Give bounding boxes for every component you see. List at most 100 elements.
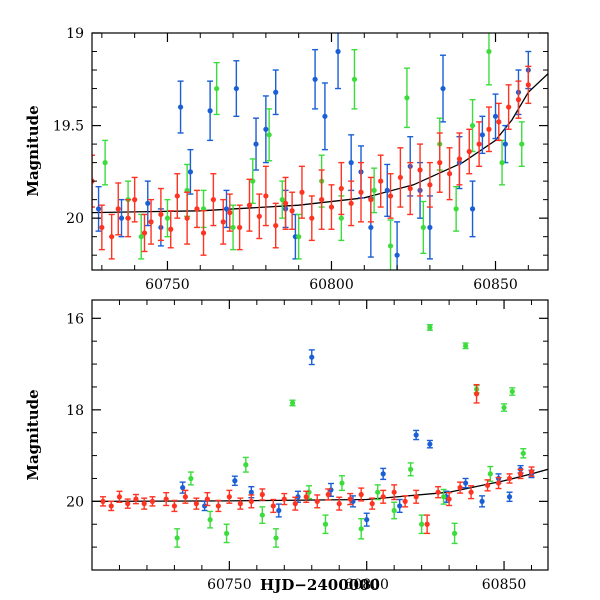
data-marker	[402, 498, 408, 504]
data-marker	[174, 193, 180, 199]
data-marker	[496, 119, 502, 125]
bottom-green-point	[242, 456, 249, 473]
top-y-axis-label: Magnitude	[24, 105, 42, 196]
bottom-green-point	[440, 488, 447, 505]
bottom-red-point	[369, 497, 376, 510]
bottom-red-point	[163, 491, 170, 507]
data-marker	[378, 178, 384, 184]
data-marker	[256, 213, 262, 219]
bottom-panel: 60750 60800 60850 16 18 20 Magnitude HJD−240…	[24, 299, 549, 594]
data-marker	[177, 104, 184, 110]
data-marker	[456, 156, 463, 162]
bottom-blue-point	[380, 467, 387, 481]
data-marker	[187, 169, 194, 175]
data-marker	[273, 89, 279, 95]
data-marker	[336, 501, 342, 507]
data-marker	[115, 206, 121, 212]
top-blue-point	[394, 221, 401, 270]
bottom-blue-point	[231, 475, 238, 487]
data-marker	[351, 76, 358, 82]
top-blue-point	[272, 69, 279, 116]
data-marker	[339, 480, 345, 486]
bottom-green-point	[207, 510, 214, 529]
data-marker	[193, 501, 199, 507]
data-marker	[528, 469, 535, 475]
data-marker	[427, 224, 433, 231]
top-red-point	[131, 176, 138, 223]
bottom-red-point	[528, 466, 535, 477]
data-marker	[525, 82, 531, 88]
bottom-blue-point	[413, 429, 420, 441]
data-marker	[492, 113, 499, 119]
data-marker	[182, 494, 188, 500]
data-marker	[108, 503, 114, 509]
bottom-green-point	[338, 475, 345, 492]
data-marker	[118, 215, 125, 221]
data-marker	[163, 496, 169, 502]
bottom-red-point	[473, 383, 480, 404]
data-marker	[273, 222, 279, 229]
data-marker	[495, 480, 502, 486]
data-marker	[164, 215, 171, 221]
data-marker	[413, 494, 419, 500]
bottom-green-point	[223, 523, 230, 544]
bottom-red-point	[215, 499, 222, 513]
top-red-point	[115, 182, 122, 236]
bottom-red-point	[226, 489, 233, 504]
top-green-point	[469, 98, 476, 153]
data-marker	[194, 206, 200, 212]
bottom-blue-point	[349, 495, 356, 508]
data-marker	[148, 219, 154, 225]
data-marker	[408, 466, 414, 472]
bottom-green-point	[273, 528, 280, 548]
bottom-red-point	[281, 492, 288, 506]
data-marker	[419, 521, 425, 527]
bottom-green-point	[426, 324, 433, 331]
data-marker	[237, 501, 243, 507]
top-x-ticks: 60750 60800 60850	[101, 33, 529, 293]
data-marker	[347, 496, 353, 502]
data-marker	[452, 530, 458, 536]
bottom-red-point	[193, 497, 200, 510]
bottom-red-point	[292, 496, 299, 511]
top-red-point	[505, 84, 512, 130]
data-marker	[309, 354, 315, 360]
data-marker	[519, 141, 525, 147]
bottom-green-point	[418, 514, 425, 535]
data-marker	[348, 160, 354, 166]
data-marker	[468, 489, 474, 495]
data-marker	[174, 535, 180, 541]
data-marker	[446, 496, 452, 502]
top-blue-point	[223, 189, 230, 229]
top-red-point	[200, 210, 207, 256]
bottom-y-ticks: 16 18 20	[66, 311, 548, 571]
data-marker	[391, 489, 397, 495]
bottom-red-point	[116, 490, 123, 503]
bottom-green-point	[462, 342, 469, 350]
top-blue-point	[479, 115, 486, 155]
data-marker	[440, 85, 446, 92]
bottom-red-point	[314, 494, 321, 509]
bottom-green-point	[289, 399, 296, 407]
top-red-point	[246, 178, 253, 232]
data-marker	[232, 478, 238, 484]
bottom-red-point	[108, 500, 115, 512]
top-red-point	[466, 128, 473, 175]
data-marker	[506, 104, 512, 110]
bottom-red-point	[358, 487, 365, 502]
data-marker	[100, 498, 106, 504]
data-marker	[282, 200, 289, 206]
bottom-green-point	[374, 484, 381, 501]
top-red-point	[184, 191, 191, 245]
data-marker	[95, 206, 102, 212]
bottom-green-point	[487, 465, 494, 482]
data-marker	[387, 193, 394, 199]
data-marker	[348, 200, 354, 206]
bottom-red-point	[435, 486, 442, 499]
bottom-red-point	[380, 489, 387, 504]
bottom-green-point	[501, 403, 508, 412]
top-blue-point	[187, 148, 194, 195]
bottom-red-point	[424, 514, 431, 535]
top-red-point	[338, 161, 345, 216]
top-green-point	[164, 198, 171, 238]
